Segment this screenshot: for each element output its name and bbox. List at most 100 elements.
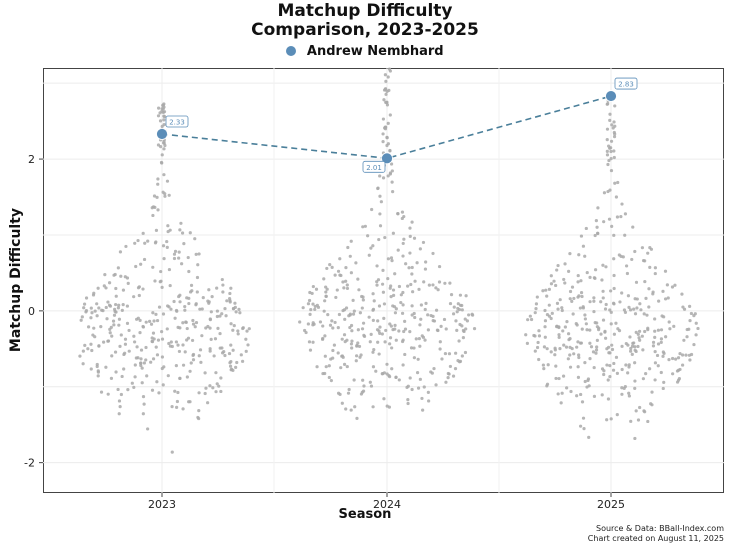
population-point <box>117 317 122 321</box>
population-point <box>612 233 616 237</box>
population-point <box>614 355 619 359</box>
population-point <box>408 329 412 334</box>
population-point <box>238 311 242 315</box>
population-point <box>133 340 137 344</box>
population-point <box>82 302 87 306</box>
population-point <box>563 281 567 285</box>
population-point <box>408 376 412 380</box>
population-point <box>385 404 389 408</box>
population-point <box>418 247 422 251</box>
population-point <box>381 117 386 121</box>
population-point <box>143 241 147 245</box>
population-point <box>432 319 437 323</box>
population-point <box>626 294 631 298</box>
population-point <box>609 289 613 293</box>
population-point <box>320 337 325 341</box>
population-point <box>393 272 397 276</box>
population-point <box>390 169 394 173</box>
population-point <box>136 238 140 243</box>
population-point <box>311 302 315 306</box>
population-point <box>421 240 426 245</box>
population-point <box>150 388 155 392</box>
population-point <box>172 299 176 304</box>
population-point <box>84 296 89 300</box>
population-point <box>378 325 382 329</box>
population-point <box>417 287 421 291</box>
population-point <box>186 336 191 340</box>
population-point <box>581 306 585 310</box>
population-point <box>340 401 344 405</box>
population-point <box>114 294 118 298</box>
population-point <box>463 350 468 355</box>
population-point <box>181 407 185 411</box>
population-point <box>142 361 146 365</box>
population-point <box>324 294 328 298</box>
population-point <box>656 342 661 346</box>
population-point <box>145 374 149 378</box>
population-point <box>133 375 137 379</box>
population-point <box>232 324 236 328</box>
population-point <box>113 350 118 354</box>
population-point <box>561 329 565 333</box>
population-point <box>90 311 94 315</box>
population-point <box>592 299 596 303</box>
population-point <box>685 335 689 339</box>
population-point <box>568 345 572 349</box>
population-point <box>241 326 245 330</box>
population-point <box>431 251 435 256</box>
population-point <box>194 302 198 306</box>
population-point <box>388 286 392 290</box>
population-point <box>225 299 229 303</box>
population-point <box>222 350 226 354</box>
population-point <box>633 436 637 441</box>
population-point <box>307 340 312 344</box>
population-point <box>609 149 613 154</box>
population-point <box>612 134 617 139</box>
population-point <box>304 330 308 335</box>
population-point <box>384 79 388 83</box>
population-point <box>663 297 668 301</box>
population-point <box>179 221 183 225</box>
population-point <box>362 384 366 388</box>
population-point <box>546 363 550 367</box>
population-point <box>612 149 616 153</box>
population-point <box>396 248 400 252</box>
population-point <box>533 311 537 315</box>
population-point <box>572 352 576 356</box>
population-point <box>197 354 201 358</box>
population-point <box>139 363 143 368</box>
population-point <box>568 252 572 256</box>
population-point <box>618 300 622 304</box>
population-point <box>161 244 166 248</box>
population-point <box>117 303 121 307</box>
population-point <box>227 351 232 356</box>
population-point <box>633 348 637 352</box>
population-point <box>620 291 624 295</box>
population-point <box>160 153 164 157</box>
population-point <box>146 239 150 243</box>
population-point <box>544 288 548 292</box>
population-point <box>195 275 200 280</box>
population-point <box>642 312 646 316</box>
y-tick-label: 0 <box>28 305 35 318</box>
population-point <box>604 336 608 340</box>
population-point <box>385 100 389 105</box>
population-point <box>653 317 657 321</box>
population-point <box>116 387 120 392</box>
population-point <box>584 226 588 231</box>
population-point <box>653 329 657 333</box>
population-point <box>215 309 220 313</box>
population-point <box>185 326 189 331</box>
population-point <box>169 307 173 311</box>
population-point <box>549 350 553 354</box>
population-point <box>448 281 452 285</box>
population-point <box>215 382 219 386</box>
population-point <box>385 362 389 366</box>
population-point <box>601 263 605 267</box>
population-point <box>338 273 342 277</box>
population-point <box>417 337 421 341</box>
population-point <box>325 266 329 271</box>
population-point <box>343 340 347 344</box>
population-point <box>208 347 212 351</box>
population-point <box>419 317 423 321</box>
